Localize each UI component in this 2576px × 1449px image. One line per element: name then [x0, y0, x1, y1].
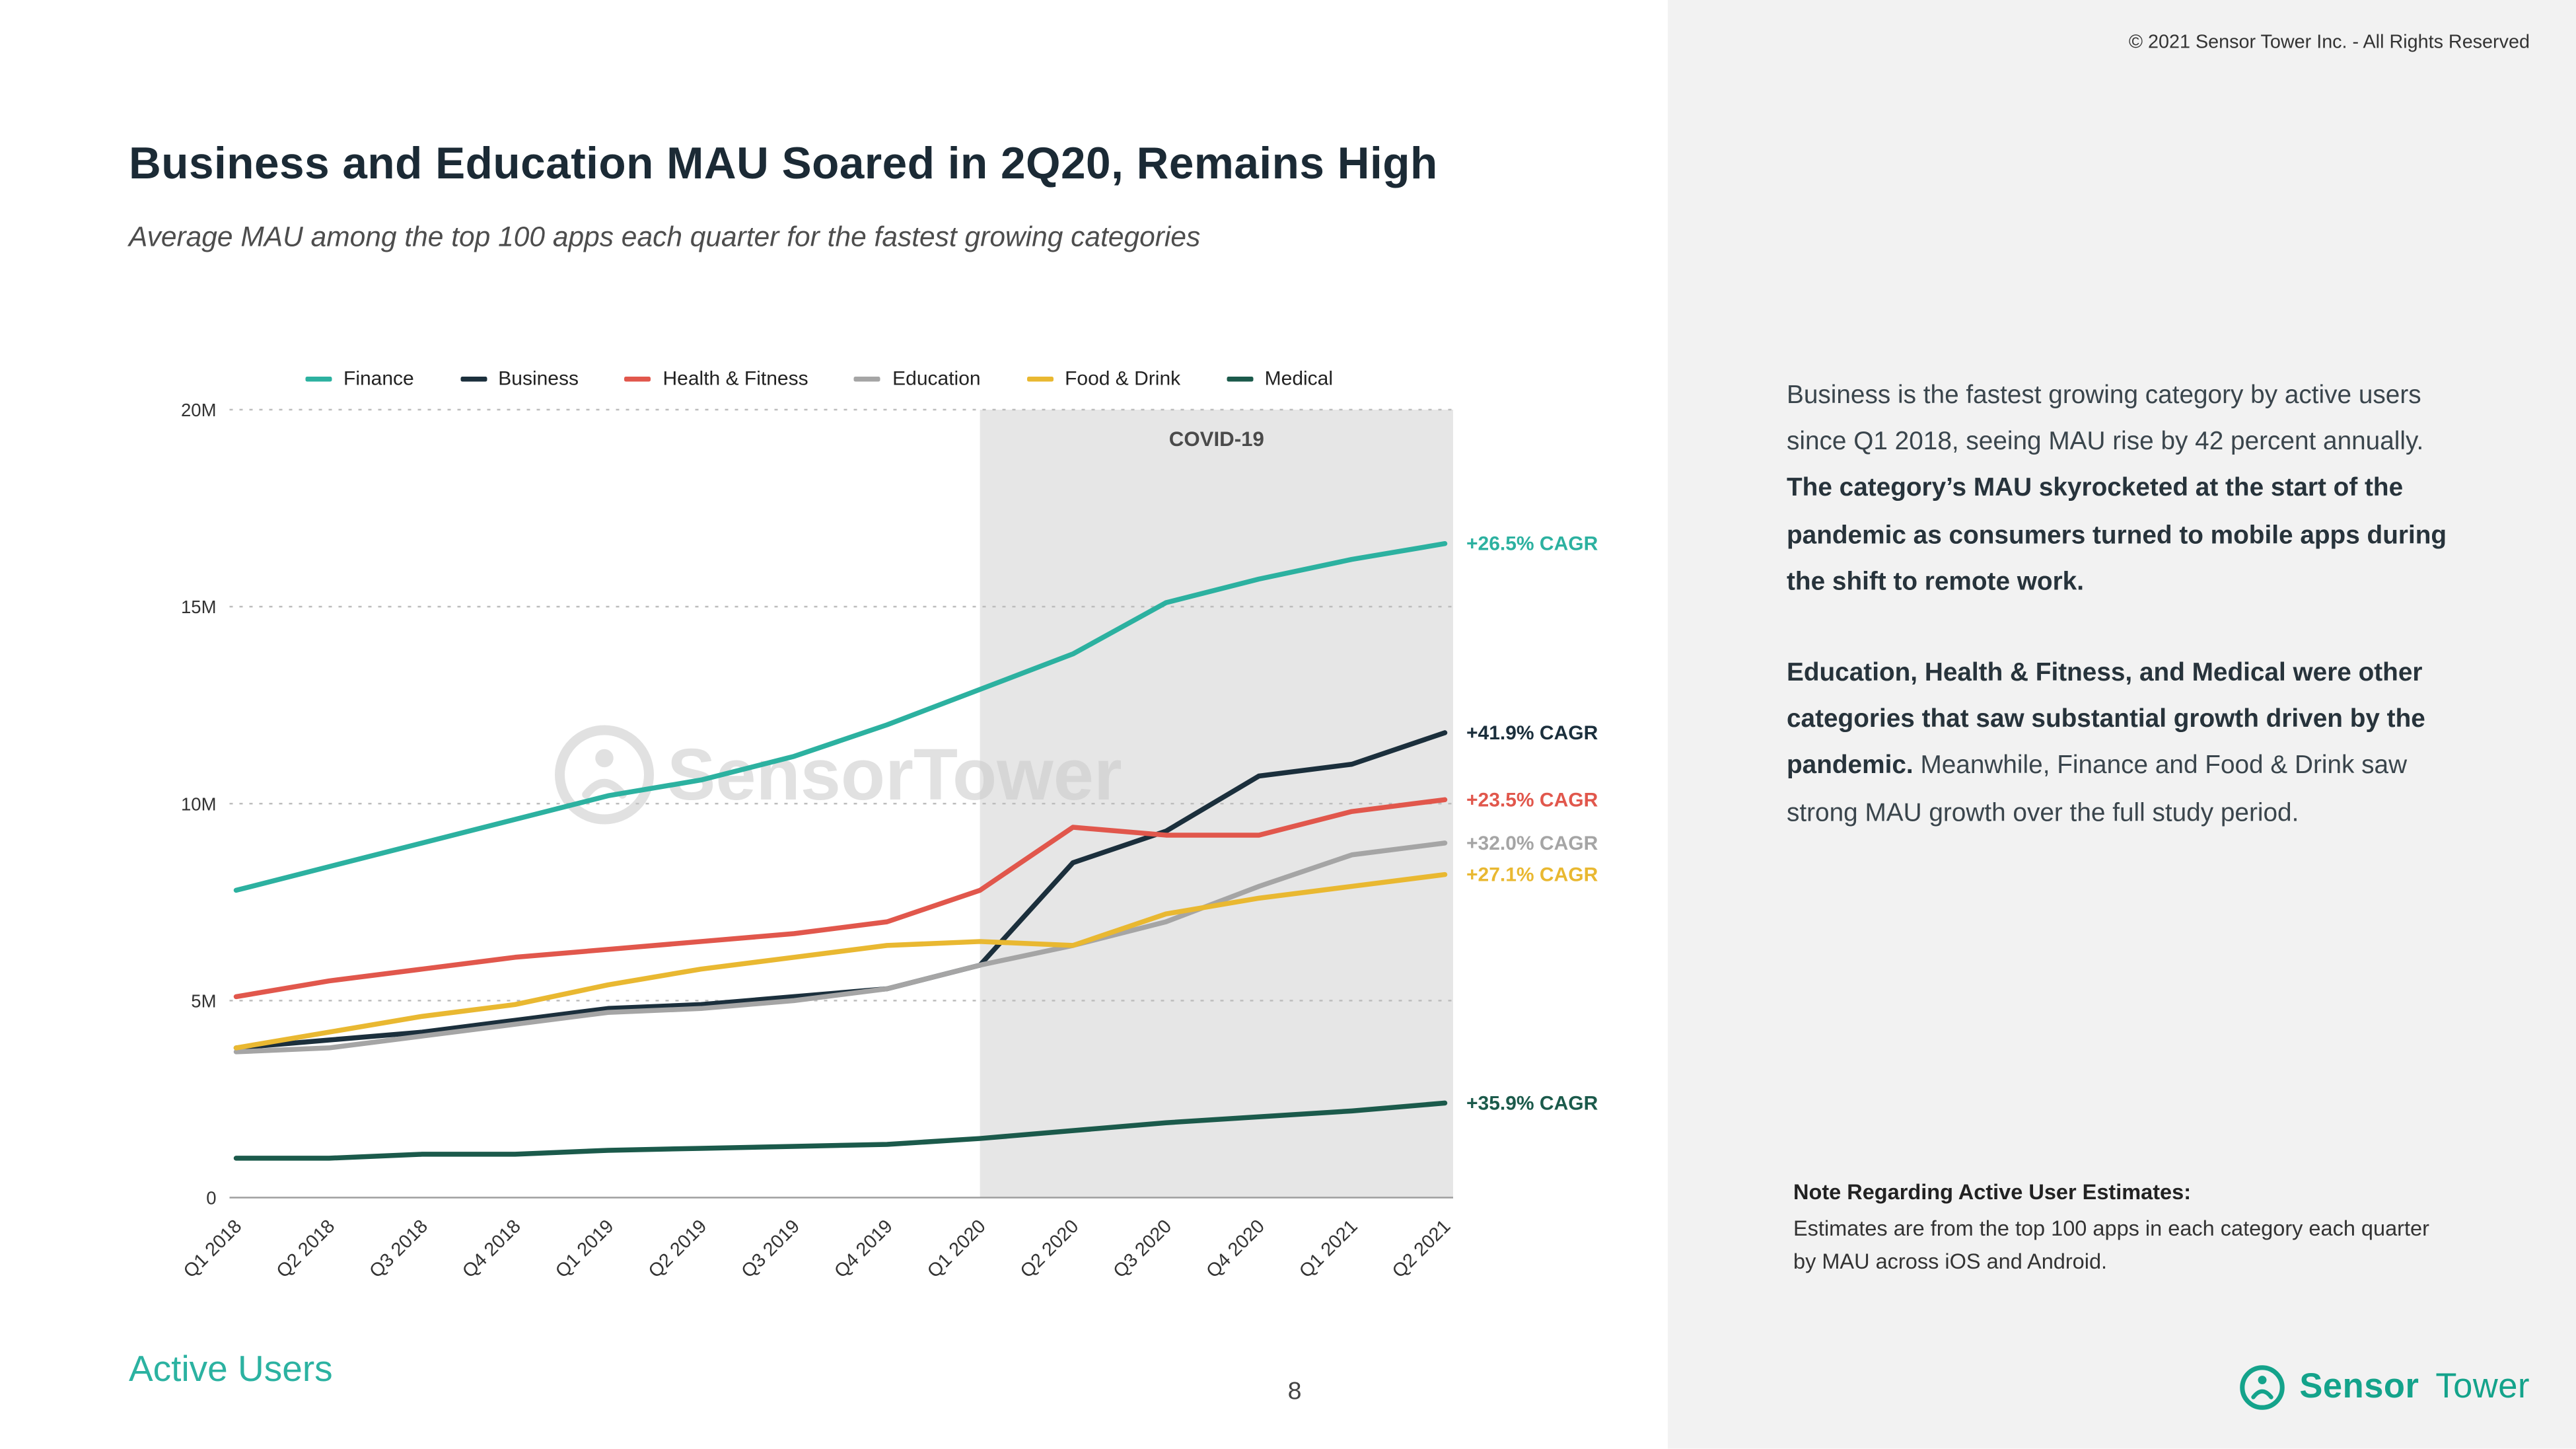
covid-label: COVID-19 — [1169, 427, 1264, 451]
x-axis-label: Q4 2019 — [830, 1216, 897, 1282]
note-title: Note Regarding Active User Estimates: — [1793, 1179, 2192, 1205]
legend-swatch — [305, 375, 332, 381]
y-axis-label: 0 — [206, 1188, 216, 1208]
x-axis-label: Q1 2019 — [552, 1216, 618, 1282]
cagr-label-education: +32.0% CAGR — [1466, 833, 1598, 854]
legend-swatch — [625, 375, 652, 381]
legend-item-business: Business — [460, 367, 579, 390]
cagr-label-business: +41.9% CAGR — [1466, 722, 1598, 744]
x-axis-label: Q4 2020 — [1202, 1216, 1269, 1282]
y-axis-label: 20M — [181, 400, 217, 420]
note-body: Estimates are from the top 100 apps in e… — [1793, 1216, 2429, 1275]
legend-item-medical: Medical — [1227, 367, 1333, 390]
watermark-text: SensorTower — [667, 734, 1122, 815]
legend-swatch — [460, 375, 487, 381]
x-axis-label: Q4 2018 — [458, 1216, 525, 1282]
x-axis-label: Q2 2019 — [645, 1216, 711, 1282]
y-axis-label: 10M — [181, 794, 217, 814]
right-panel: © 2021 Sensor Tower Inc. - All Rights Re… — [1668, 0, 2576, 1449]
commentary-text: Meanwhile, Finance and Food & Drink saw … — [1787, 752, 2408, 827]
section-label: Active Users — [129, 1348, 333, 1390]
series-line-food-drink — [233, 872, 1448, 1051]
copyright: © 2021 Sensor Tower Inc. - All Rights Re… — [2128, 33, 2530, 53]
x-axis-label: Q3 2020 — [1110, 1216, 1176, 1282]
series-line-education — [233, 840, 1448, 1055]
cagr-label-health-fitness: +23.5% CAGR — [1466, 789, 1598, 811]
legend-label: Health & Fitness — [662, 367, 808, 390]
x-axis-label: Q2 2018 — [273, 1216, 340, 1282]
series-line-finance — [233, 540, 1448, 893]
legend-item-food-drink: Food & Drink — [1026, 367, 1181, 390]
legend-label: Business — [498, 367, 579, 390]
y-axis-label: 5M — [191, 990, 216, 1011]
x-axis-label: Q2 2021 — [1388, 1216, 1455, 1282]
x-axis-label: Q1 2020 — [923, 1216, 990, 1282]
x-axis-label: Q1 2021 — [1295, 1216, 1362, 1282]
cagr-label-food-drink: +27.1% CAGR — [1466, 864, 1598, 886]
x-axis-label: Q1 2018 — [180, 1216, 246, 1282]
legend-item-education: Education — [854, 367, 981, 390]
sensor-tower-watermark: SensorTower — [555, 725, 1122, 825]
cagr-label-medical: +35.9% CAGR — [1466, 1092, 1598, 1114]
legend-swatch — [1026, 375, 1054, 381]
page-title: Business and Education MAU Soared in 2Q2… — [129, 139, 1438, 188]
legend-item-health-fitness: Health & Fitness — [625, 367, 808, 390]
legend-item-finance: Finance — [305, 367, 414, 390]
x-axis-label: Q3 2019 — [737, 1216, 804, 1282]
page-number: 8 — [1287, 1378, 1302, 1406]
sensor-tower-logo: Sensor Tower — [2236, 1363, 2530, 1413]
legend-label: Education — [892, 367, 981, 390]
chart-legend: Finance Business Health & Fitness Education… — [305, 367, 1333, 390]
series-line-medical — [233, 1100, 1448, 1161]
legend-label: Food & Drink — [1065, 367, 1181, 390]
cagr-label-finance: +26.5% CAGR — [1466, 533, 1598, 555]
legend-label: Medical — [1264, 367, 1334, 390]
estimates-note: Note Regarding Active User Estimates: Es… — [1793, 1176, 2447, 1279]
legend-swatch — [1227, 375, 1254, 381]
commentary-paragraph-1: Business is the fastest growing category… — [1787, 373, 2470, 607]
legend-label: Finance — [343, 367, 414, 390]
legend-swatch — [854, 375, 881, 381]
mau-line-chart: 0 5M 10M 15M 20M COVID-19 SensorTower +26.5% CA… — [180, 400, 1598, 1282]
commentary-text: Business is the fastest growing category… — [1787, 381, 2424, 457]
sensor-tower-icon — [2239, 1365, 2284, 1411]
x-axis-label: Q2 2020 — [1017, 1216, 1083, 1282]
commentary: Business is the fastest growing category… — [1787, 373, 2470, 882]
commentary-bold: Education, Health & Fitness, and Medical… — [1787, 659, 2425, 781]
commentary-bold: The category’s MAU skyrocketed at the st… — [1787, 474, 2447, 597]
y-axis-label: 15M — [181, 597, 217, 617]
logo-text-tower: Tower — [2435, 1368, 2530, 1406]
logo-text-sensor: Sensor — [2299, 1368, 2419, 1406]
page-subtitle: Average MAU among the top 100 apps each … — [129, 221, 1201, 253]
x-axis-label: Q3 2018 — [365, 1216, 432, 1282]
commentary-paragraph-2: Education, Health & Fitness, and Medical… — [1787, 651, 2470, 837]
series-line-health-fitness — [233, 797, 1448, 1000]
